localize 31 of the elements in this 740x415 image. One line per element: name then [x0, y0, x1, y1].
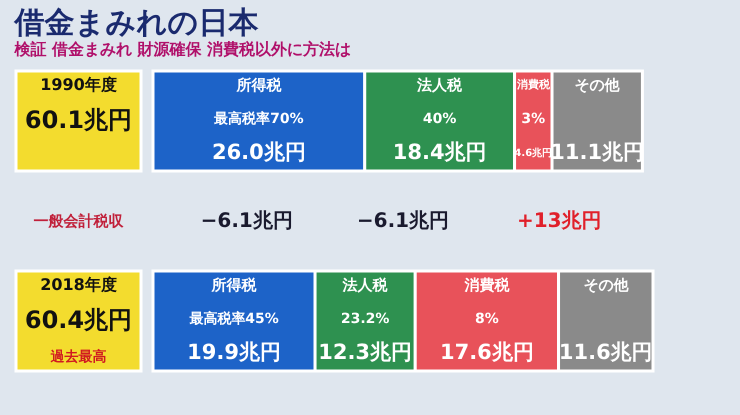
- text: 過去最高: [50, 348, 106, 365]
- text: 60.4兆円: [24, 306, 132, 334]
- annotation: 最高税率70%: [213, 110, 304, 127]
- annotation: 3%: [521, 111, 546, 127]
- annotation: −6.1兆円: [356, 208, 450, 232]
- annotation: 最高税率45%: [188, 310, 279, 327]
- data-label: 11.6兆円: [558, 340, 653, 364]
- text: 借金まみれの日本: [14, 6, 260, 40]
- annotation: −6.1兆円: [200, 208, 293, 232]
- data-label: 19.9兆円: [187, 340, 281, 364]
- annotation: +13兆円: [516, 208, 602, 232]
- series-label: その他: [574, 76, 621, 94]
- annotation: 40%: [422, 111, 456, 127]
- annotation: 23.2%: [340, 311, 390, 327]
- series-label: 所得税: [235, 76, 282, 94]
- text: 所得税: [212, 276, 257, 294]
- annotation: 8%: [474, 311, 499, 327]
- series-label: 消費税: [516, 78, 551, 91]
- data-label: 26.0兆円: [212, 140, 306, 164]
- y-tick-label: 1990年度: [40, 75, 117, 94]
- text: その他: [583, 276, 628, 294]
- text: 60.1兆円: [24, 106, 132, 134]
- data-label: 17.6兆円: [440, 340, 534, 364]
- data-label: 18.4兆円: [392, 140, 487, 164]
- series-label: 法人税: [416, 76, 464, 94]
- data-label: 12.3兆円: [318, 340, 412, 364]
- text: 消費税: [464, 276, 510, 294]
- y-tick-label: 2018年度: [40, 275, 117, 294]
- text: 検証 借金まみれ 財源確保 消費税以外に方法は: [14, 40, 352, 58]
- text: 法人税: [342, 276, 388, 294]
- text: 一般会計税収: [34, 212, 124, 230]
